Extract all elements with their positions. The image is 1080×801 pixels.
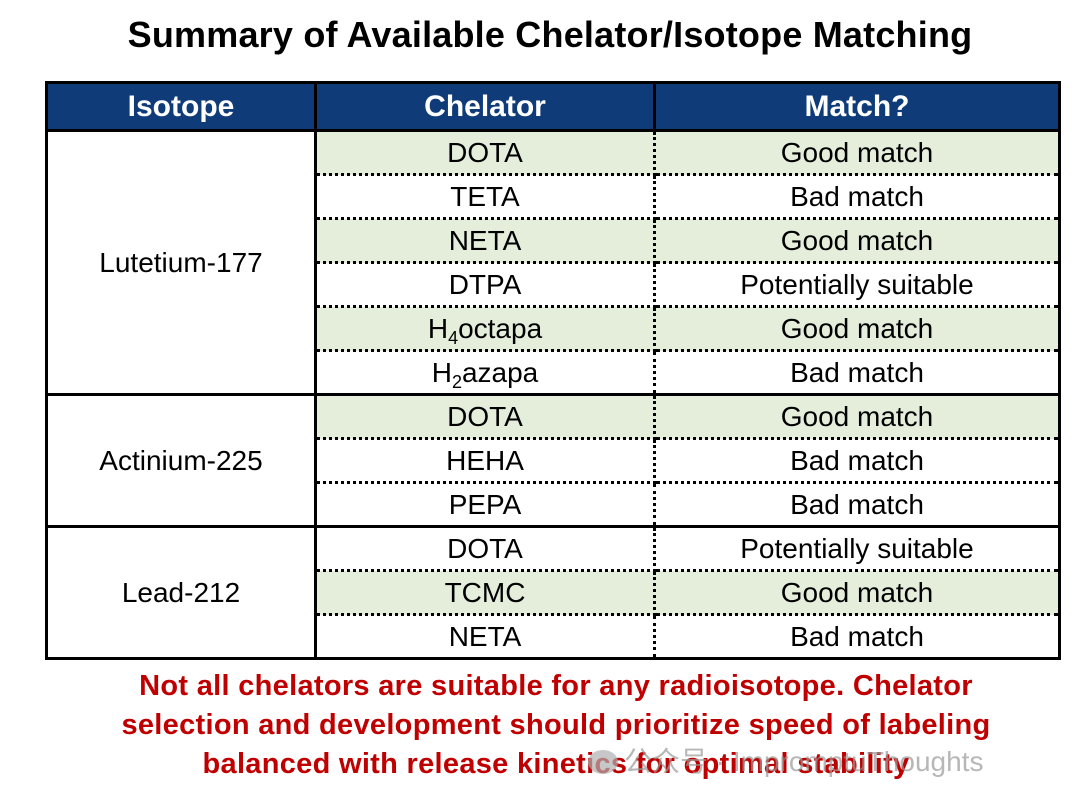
chelator-cell: DOTA bbox=[315, 526, 656, 572]
chelator-cell: H2azapa bbox=[315, 350, 656, 396]
table-row: DTPA Potentially suitable bbox=[47, 262, 1060, 308]
table-row: Lutetium-177 DOTA Good match bbox=[46, 130, 1060, 396]
isotope-cell: Actinium-225 bbox=[46, 394, 317, 528]
header-chelator: Chelator bbox=[315, 82, 656, 132]
header-match: Match? bbox=[654, 82, 1060, 132]
table-row: NETA Good match bbox=[47, 218, 1060, 264]
chelator-cell: HEHA bbox=[315, 438, 656, 484]
table-row: Lead-212 DOTA Potentially suitable bbox=[46, 526, 1060, 660]
chelator-cell: TCMC bbox=[315, 570, 656, 616]
table-row: TETA Bad match bbox=[47, 174, 1060, 220]
table-row: H2azapa Bad match bbox=[47, 350, 1060, 396]
table-row: Actinium-225 DOTA Good match bbox=[46, 394, 1060, 528]
wechat-icon bbox=[588, 750, 618, 774]
match-cell: Bad match bbox=[654, 174, 1060, 220]
table-row: PEPA Bad match bbox=[47, 482, 1060, 528]
match-cell: Potentially suitable bbox=[654, 262, 1060, 308]
match-cell: Good match bbox=[654, 130, 1060, 176]
match-cell: Good match bbox=[654, 394, 1060, 440]
page-title: Summary of Available Chelator/Isotope Ma… bbox=[127, 14, 973, 55]
chelator-cell: PEPA bbox=[315, 482, 656, 528]
match-cell: Bad match bbox=[654, 350, 1060, 396]
match-cell: Bad match bbox=[654, 482, 1060, 528]
header-isotope: Isotope bbox=[46, 82, 317, 132]
table-header-row: Isotope Chelator Match? bbox=[46, 82, 1060, 132]
match-cell: Bad match bbox=[654, 438, 1060, 484]
match-cell: Good match bbox=[654, 306, 1060, 352]
table-row: TCMC Good match bbox=[47, 570, 1060, 616]
chelator-cell: DOTA bbox=[315, 130, 656, 176]
conclusion-note: Not all chelators are suitable for any r… bbox=[0, 667, 1080, 784]
isotope-cell: Lead-212 bbox=[46, 526, 317, 660]
watermark: 公众号 · ImpromptuThoughts bbox=[588, 740, 983, 780]
chelator-cell: DOTA bbox=[315, 394, 656, 440]
table-row: H4octapa Good match bbox=[47, 306, 1060, 352]
table-row: HEHA Bad match bbox=[47, 438, 1060, 484]
note-line: balanced with release kinetics for optim… bbox=[202, 748, 910, 780]
table-row: NETA Bad match bbox=[47, 614, 1060, 660]
note-line: selection and development should priorit… bbox=[121, 709, 991, 741]
chelator-cell: TETA bbox=[315, 174, 656, 220]
match-cell: Good match bbox=[654, 570, 1060, 616]
chelator-cell: DTPA bbox=[315, 262, 656, 308]
match-cell: Potentially suitable bbox=[654, 526, 1060, 572]
match-cell: Good match bbox=[654, 218, 1060, 264]
isotope-cell: Lutetium-177 bbox=[46, 130, 317, 396]
chelator-isotope-table: Isotope Chelator Match? Lutetium-177 DOT… bbox=[45, 81, 1061, 660]
chelator-cell: NETA bbox=[315, 218, 656, 264]
match-cell: Bad match bbox=[654, 614, 1060, 660]
chelator-cell: NETA bbox=[315, 614, 656, 660]
chelator-cell: H4octapa bbox=[315, 306, 656, 352]
note-line: Not all chelators are suitable for any r… bbox=[139, 670, 973, 702]
watermark-text: 公众号 · ImpromptuThoughts bbox=[624, 746, 984, 777]
